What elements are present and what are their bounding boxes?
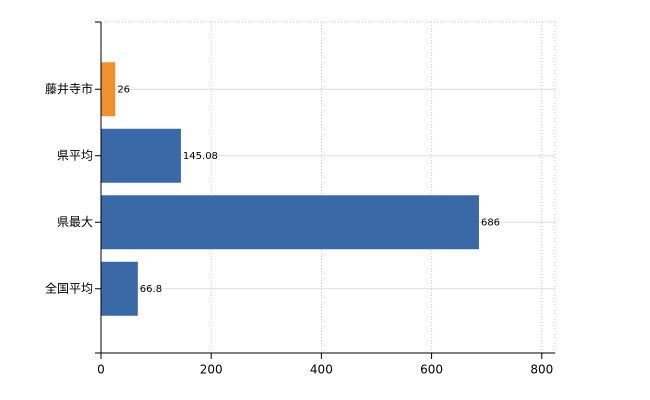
bar — [101, 195, 479, 250]
value-label: 26 — [117, 84, 130, 95]
bar — [101, 128, 181, 183]
value-label: 145.08 — [183, 151, 218, 162]
y-tick-label: 藤井寺市 — [45, 81, 93, 96]
x-tick-label: 0 — [97, 363, 105, 377]
bar — [101, 62, 116, 117]
value-label: 66.8 — [140, 284, 162, 295]
bar — [101, 261, 138, 316]
y-tick-label: 県最大 — [57, 215, 93, 229]
y-tick-label: 県平均 — [57, 148, 93, 162]
x-tick-label: 600 — [420, 363, 443, 377]
y-tick-label: 全国平均 — [45, 280, 93, 295]
x-tick-label: 200 — [200, 363, 223, 377]
value-label: 686 — [481, 217, 500, 228]
x-tick-label: 800 — [530, 363, 553, 377]
x-tick-label: 400 — [310, 363, 333, 377]
